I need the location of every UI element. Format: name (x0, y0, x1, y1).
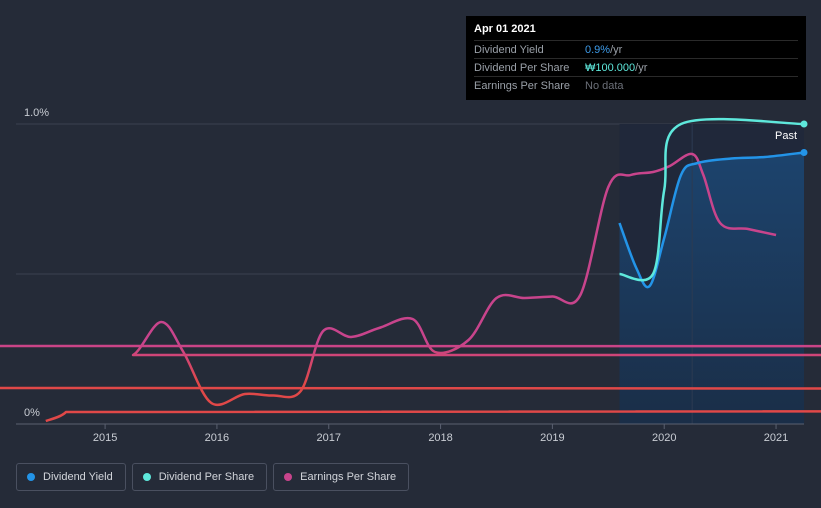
legend-item-dividend-yield[interactable]: Dividend Yield (16, 463, 126, 491)
series-lines (0, 117, 821, 421)
tooltip-label: Earnings Per Share (474, 79, 570, 92)
dividend-yield-area (619, 124, 804, 424)
dividend-yield-fill (619, 152, 804, 424)
legend: Dividend Yield Dividend Per Share Earnin… (16, 463, 410, 491)
tooltip-date: Apr 01 2021 (474, 23, 536, 35)
axes: 0% 1.0% 2015 2016 2017 2018 2019 2020 2021 (16, 107, 804, 444)
x-tick-label: 2019 (540, 432, 564, 444)
y-tick-label: 0% (24, 407, 40, 419)
dividend-per-share-line (619, 117, 805, 282)
tooltip-value: ₩100.000 (585, 61, 636, 74)
x-tick-label: 2021 (764, 432, 788, 444)
tooltip-row-dividend-per-share: Dividend Per Share ₩100.000 /yr (474, 58, 798, 76)
tooltip-label: Dividend Yield (474, 43, 544, 56)
past-label: Past (775, 130, 797, 142)
legend-label: Earnings Per Share (300, 471, 397, 483)
tooltip-row-dividend-yield: Dividend Yield 0.9% /yr (474, 40, 798, 58)
tooltip-value: No data (585, 79, 624, 92)
y-tick-label: 1.0% (24, 107, 49, 119)
x-tick-label: 2016 (205, 432, 229, 444)
x-tick-label: 2015 (93, 432, 117, 444)
x-tick-label: 2017 (317, 432, 341, 444)
dividend-yield-end-dot (800, 149, 808, 156)
legend-item-earnings-per-share[interactable]: Earnings Per Share (273, 463, 410, 491)
legend-item-dividend-per-share[interactable]: Dividend Per Share (131, 463, 268, 491)
x-tick-label: 2020 (652, 432, 676, 444)
tooltip-unit: /yr (610, 43, 623, 56)
legend-dot-icon (142, 473, 151, 481)
legend-dot-icon (284, 473, 293, 481)
tooltip-unit: /yr (635, 61, 648, 74)
legend-label: Dividend Yield (43, 471, 113, 483)
x-tick-label: 2018 (428, 432, 452, 444)
tooltip: Apr 01 2021 Dividend Yield 0.9% /yr Divi… (466, 16, 806, 100)
tooltip-value: 0.9% (585, 43, 611, 56)
dividend-yield-line (618, 151, 805, 289)
dividend-per-share-end-dot (800, 120, 808, 128)
legend-label: Dividend Per Share (158, 471, 255, 483)
legend-dot-icon (27, 473, 35, 481)
tooltip-label: Dividend Per Share (474, 61, 570, 74)
tooltip-row-earnings-per-share: Earnings Per Share No data (474, 76, 798, 94)
